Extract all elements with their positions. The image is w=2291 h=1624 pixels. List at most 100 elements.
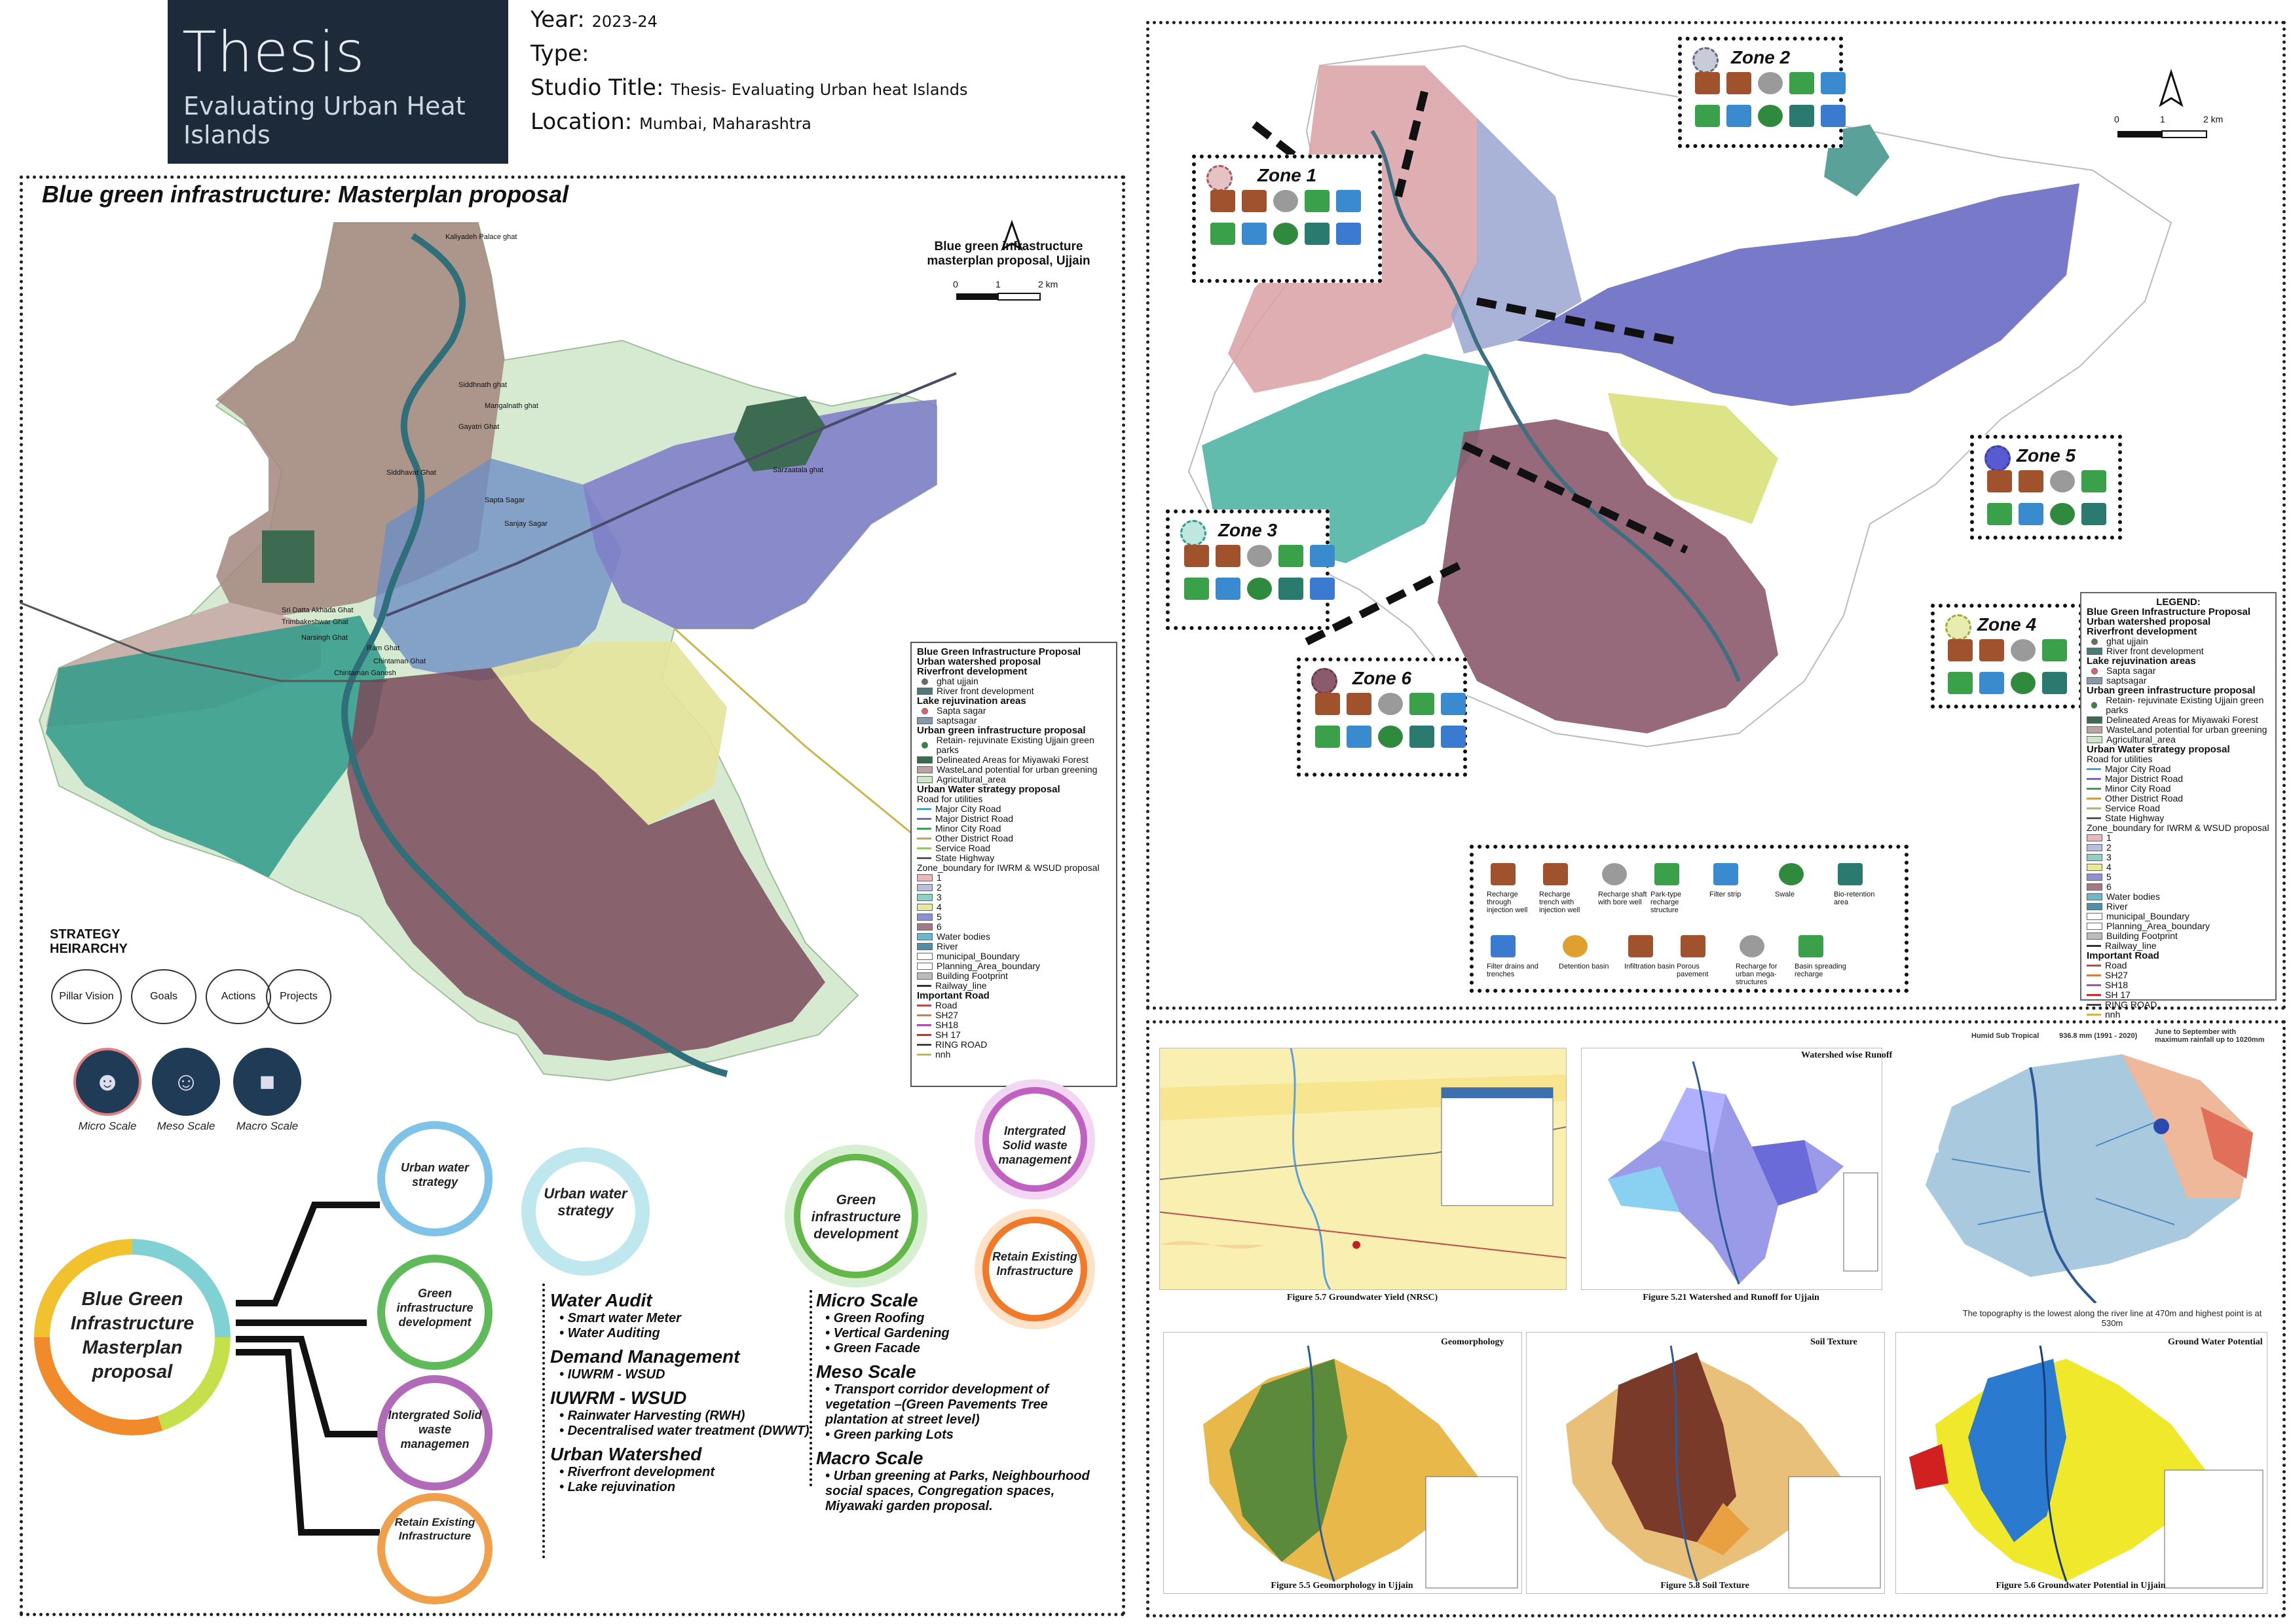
watershed-runoff-map <box>1581 1048 1882 1290</box>
legend-swatch <box>922 678 928 685</box>
zone-legend-item: 4 <box>2087 862 2270 872</box>
meso-scale-icon: ☺ <box>152 1048 220 1116</box>
intervention-icon <box>1441 693 1466 715</box>
legend-label: Water bodies <box>2106 891 2160 902</box>
micro-scale-label: Micro Scale <box>78 1120 137 1132</box>
legend-label: SH27 <box>2105 970 2129 980</box>
intervention-icon <box>1310 578 1335 600</box>
legend-label: Railway_line <box>935 980 987 991</box>
bullet-text: Urban greening at Parks, Neighbourhood s… <box>825 1469 1090 1513</box>
intervention-key-label: Basin spreading recharge <box>1795 963 1846 978</box>
legend-item: 5 <box>917 912 1111 922</box>
zone-legend-item: 1 <box>2087 833 2270 843</box>
green-strategy-title: Green infrastructure development <box>811 1192 901 1242</box>
intervention-icon <box>1378 726 1403 748</box>
green-strategy-list: Micro Scale • Green Roofing • Vertical Gar… <box>816 1290 1104 1514</box>
branch-water: Urban water strategy <box>400 1161 470 1189</box>
location-label: Location: <box>531 109 633 135</box>
legend-label: Building Footprint <box>937 970 1008 981</box>
legend-item: State Highway <box>917 853 1111 863</box>
zone-legend-item: Service Road <box>2087 803 2270 813</box>
strategy-bullet: • IUWRM - WSUD <box>550 1367 812 1382</box>
pill-vision: Pillar Vision <box>51 969 122 1024</box>
legend-item: ghat ujjain <box>917 676 1111 686</box>
strategy-group-heading: Macro Scale <box>816 1448 923 1468</box>
left-panel-title: Blue green infrastructure: Masterplan pr… <box>42 181 569 208</box>
caption-groundwater-potential: Figure 5.6 Groundwater Potential in Ujja… <box>1996 1581 2166 1591</box>
zone-1-marker <box>1206 165 1233 191</box>
legend-label: 1 <box>2106 832 2112 843</box>
zone-legend-item: Zone_boundary for IWRM & WSUD proposal <box>2087 823 2270 833</box>
legend-label: 3 <box>937 892 942 902</box>
legend-swatch <box>2087 864 2102 871</box>
legend-label: Other District Road <box>2105 793 2184 803</box>
intervention-key-label: Swale <box>1775 891 1795 898</box>
strategy-bullet: • Smart water Meter <box>550 1311 812 1326</box>
intervention-key-label: Park-type recharge structure <box>1650 891 1682 914</box>
legend-label: Building Footprint <box>2106 931 2178 941</box>
bullet-text: Green Roofing <box>833 1311 925 1325</box>
legend-label: 4 <box>937 902 942 912</box>
intervention-key-icon <box>1681 935 1705 957</box>
zone-legend-item: Railway_line <box>2087 941 2270 951</box>
legend-swatch <box>917 776 933 783</box>
intervention-icon <box>2050 470 2075 492</box>
intervention-icon <box>1247 578 1272 600</box>
zone-legend-item: 2 <box>2087 843 2270 853</box>
strategy-bullet: • Urban greening at Parks, Neighbourhood… <box>816 1469 1104 1514</box>
zone-legend-item: River front development <box>2087 646 2270 656</box>
legend-header: Urban watershed proposal <box>917 656 1041 667</box>
legend-swatch <box>917 847 931 849</box>
zone-legend-item: Major City Road <box>2087 764 2270 774</box>
legend-label: 2 <box>2106 842 2112 853</box>
zone-legend: LEGEND: Blue Green Infrastructure Propos… <box>2080 592 2277 1020</box>
legend-label: municipal_Boundary <box>937 951 1020 961</box>
type-label: Type: <box>531 41 589 67</box>
intervention-key-icon <box>1563 935 1588 957</box>
intervention-icon <box>2042 639 2067 661</box>
intervention-key-label: Recharge for urban mega-structures <box>1736 963 1778 986</box>
bullet-icon: • <box>825 1341 834 1356</box>
legend-label: municipal_Boundary <box>2106 911 2189 921</box>
masterplan-legend: Blue Green Infrastructure Proposal Urban… <box>910 642 1117 1087</box>
zone-legend-item: SH 17 <box>2087 990 2270 1000</box>
legend-label: WasteLand potential for urban greening <box>2106 724 2267 735</box>
place-label: Ram Ghat <box>367 644 400 652</box>
legend-label: RING ROAD <box>935 1039 988 1050</box>
legend-label: Delineated Areas for Miyawaki Forest <box>2106 714 2258 725</box>
intervention-icon <box>1273 190 1298 212</box>
intervention-key-icon <box>1713 863 1738 885</box>
legend-item: River <box>917 942 1111 951</box>
legend-swatch <box>917 818 931 820</box>
intervention-key-icon <box>1654 863 1679 885</box>
intervention-icon <box>1305 223 1330 245</box>
intervention-key-label: Recharge trench with injection well <box>1539 891 1580 914</box>
legend-swatch <box>2087 768 2101 770</box>
legend-swatch <box>2091 638 2098 645</box>
studio-value: Thesis- Evaluating Urban heat Islands <box>671 81 968 99</box>
scale-1: 1 <box>996 279 1001 289</box>
intervention-icon <box>1758 72 1783 94</box>
water-dotted-line <box>542 1283 548 1559</box>
legend-swatch <box>2087 932 2102 940</box>
legend-swatch <box>917 894 933 901</box>
bullet-icon: • <box>825 1428 834 1442</box>
year-value: 2023-24 <box>591 12 658 31</box>
intervention-icon <box>1278 545 1303 567</box>
intervention-icon <box>1315 693 1340 715</box>
intervention-icon <box>1347 726 1371 748</box>
intervention-key-label: Recharge shaft with bore well <box>1598 891 1647 906</box>
bullet-icon: • <box>559 1311 568 1325</box>
legend-swatch <box>2087 778 2101 780</box>
intervention-icon <box>2050 503 2075 525</box>
legend-label: saptsagar <box>937 715 977 726</box>
intervention-icon <box>1441 726 1466 748</box>
branch-retain-ring <box>377 1493 493 1604</box>
legend-label: SH 17 <box>935 1029 961 1040</box>
legend-swatch <box>917 756 933 764</box>
bullet-icon: • <box>559 1326 568 1340</box>
legend-label: Important Road <box>2087 950 2159 961</box>
intervention-icon <box>2042 672 2067 694</box>
legend-label: Road for utilities <box>2087 754 2153 764</box>
watershed-map-title: Watershed wise Runoff <box>1801 1050 1893 1060</box>
